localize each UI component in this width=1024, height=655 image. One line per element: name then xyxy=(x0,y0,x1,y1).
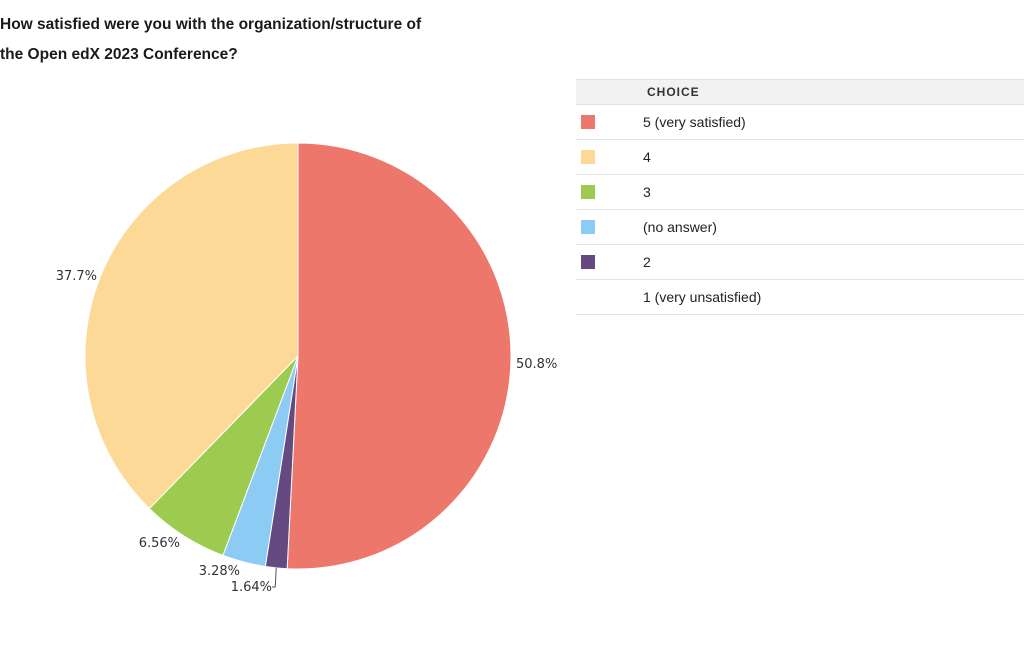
legend-swatch xyxy=(581,255,595,269)
legend-swatch xyxy=(581,115,595,129)
chart-title-line-2: the Open edX 2023 Conference? xyxy=(0,46,238,63)
legend-swatch xyxy=(581,185,595,199)
legend-row[interactable]: (no answer) xyxy=(576,210,1024,245)
legend-row[interactable]: 3 xyxy=(576,175,1024,210)
legend-label: 4 xyxy=(643,149,651,165)
pie-chart: 50.8% 1.64%3.28% 6.56% 37.7% xyxy=(56,142,557,595)
legend-label: 3 xyxy=(643,184,651,200)
legend-row[interactable]: 4 xyxy=(576,140,1024,175)
legend-row[interactable]: 2 xyxy=(576,245,1024,280)
chart-title: How satisfied were you with the organiza… xyxy=(0,10,440,70)
legend-label: 2 xyxy=(643,254,651,270)
legend-row[interactable]: 1 (very unsatisfied) xyxy=(576,280,1024,315)
leader-line xyxy=(272,567,277,588)
legend-table: CHOICE 5 (very satisfied) 4 3 (no answer… xyxy=(576,79,1024,315)
pie-slice[interactable] xyxy=(286,142,512,570)
legend-swatch xyxy=(581,150,595,164)
legend-label: 5 (very satisfied) xyxy=(643,114,746,130)
legend-header-label: CHOICE xyxy=(647,85,700,99)
legend-label: (no answer) xyxy=(643,219,717,235)
legend-swatch xyxy=(581,220,595,234)
slice-label: 1.64% xyxy=(231,580,272,595)
pie-slice[interactable] xyxy=(84,142,299,510)
slice-label: 50.8% xyxy=(516,357,557,372)
legend-label: 1 (very unsatisfied) xyxy=(643,289,762,305)
slice-label: 6.56% xyxy=(139,536,180,551)
slice-label: 3.28% xyxy=(199,564,240,579)
slice-label: 37.7% xyxy=(56,269,97,284)
legend-header: CHOICE xyxy=(576,79,1024,105)
chart-title-line-1: How satisfied were you with the organiza… xyxy=(0,16,422,33)
legend-row[interactable]: 5 (very satisfied) xyxy=(576,105,1024,140)
